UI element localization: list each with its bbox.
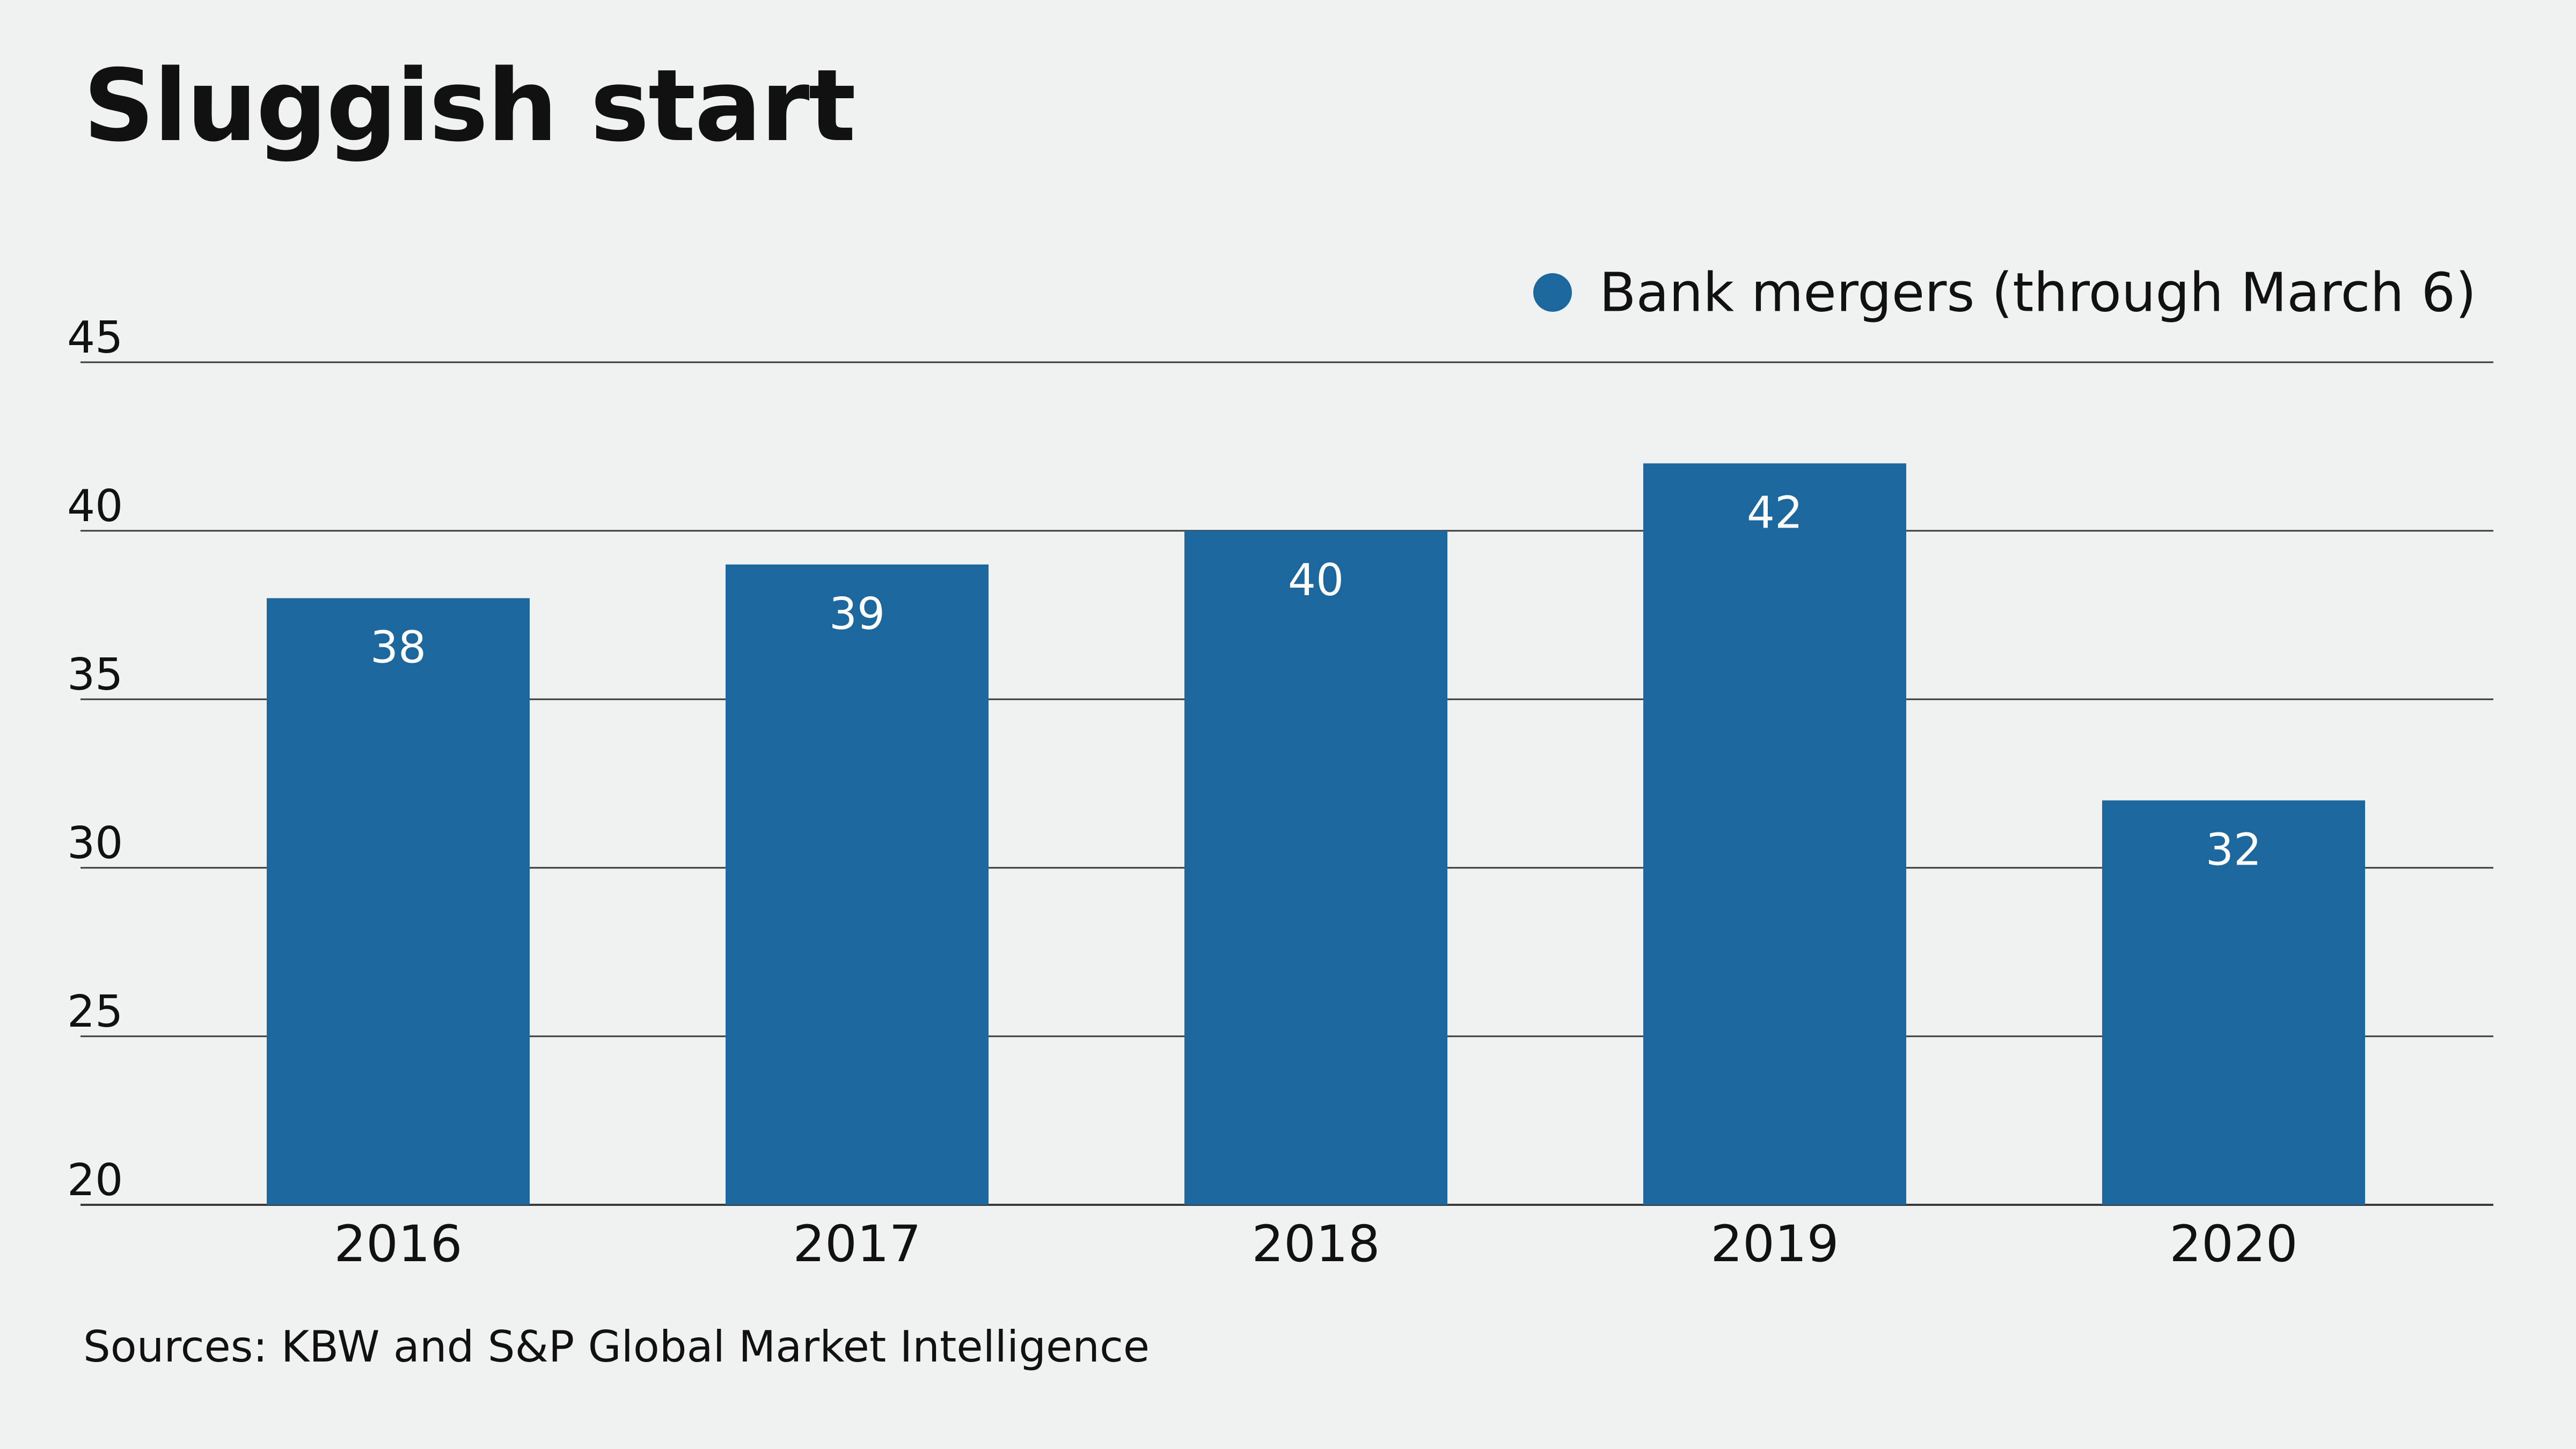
- chart-title: Sluggish start: [83, 48, 856, 164]
- bar-value-label: 32: [2206, 824, 2262, 875]
- bar-value-label: 42: [1747, 487, 1803, 538]
- legend: Bank mergers (through March 6): [1533, 261, 2476, 324]
- legend-swatch: [1533, 273, 1572, 312]
- x-tick-label: 2017: [793, 1215, 921, 1274]
- x-tick-label: 2018: [1252, 1215, 1380, 1274]
- bar-value-label: 40: [1288, 555, 1344, 606]
- y-tick-label: 45: [67, 312, 123, 363]
- y-tick-label: 40: [67, 481, 123, 532]
- y-tick-label: 30: [67, 818, 123, 869]
- x-tick-label: 2016: [334, 1215, 462, 1274]
- bar-value-label: 38: [370, 623, 426, 674]
- bar-value-label: 39: [829, 589, 885, 640]
- y-axis-tick-labels: 20 25 30 35 40 45: [67, 312, 123, 1206]
- x-axis-tick-labels: 2016 2017 2018 2019 2020: [334, 1215, 2297, 1274]
- y-tick-label: 35: [67, 649, 123, 700]
- x-tick-label: 2019: [1710, 1215, 1839, 1274]
- bar-2017: [726, 564, 989, 1205]
- source-note: Sources: KBW and S&P Global Market Intel…: [83, 1322, 1150, 1372]
- x-tick-label: 2020: [2169, 1215, 2297, 1274]
- bar-value-labels: 38 39 40 42 32: [370, 487, 2262, 875]
- y-tick-label: 25: [67, 986, 123, 1037]
- bar-2020: [2102, 800, 2365, 1205]
- y-tick-label: 20: [67, 1155, 123, 1206]
- bar-2018: [1184, 531, 1447, 1205]
- bar-2016: [267, 598, 530, 1205]
- bars: [267, 463, 2365, 1205]
- legend-label: Bank mergers (through March 6): [1599, 261, 2476, 324]
- bar-2019: [1643, 463, 1906, 1205]
